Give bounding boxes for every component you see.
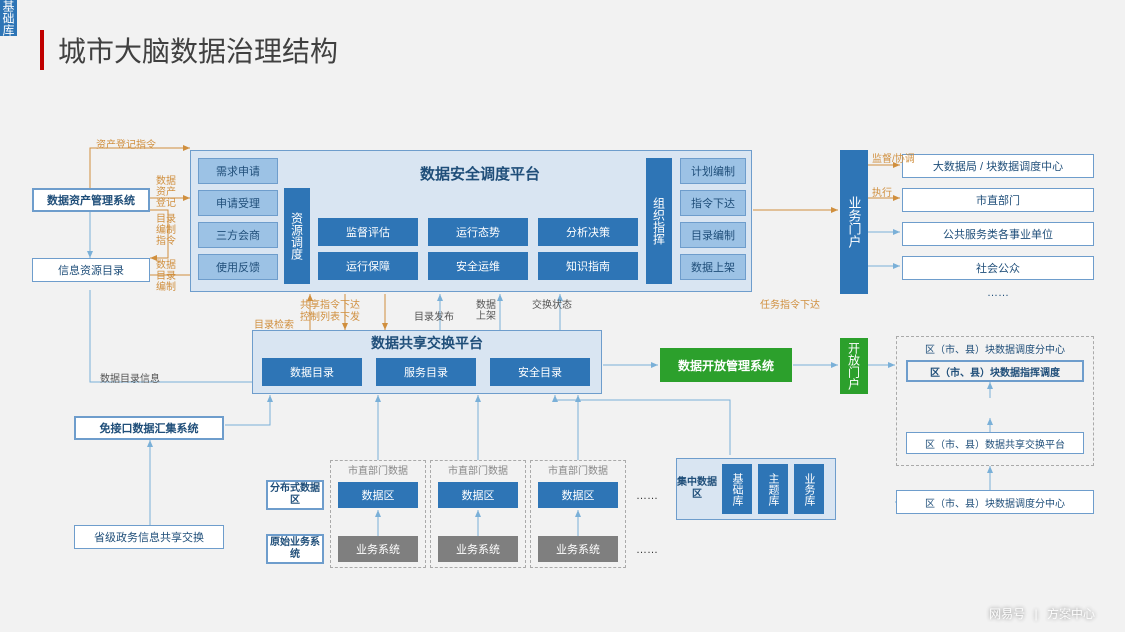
tri-meeting: 三方会商 bbox=[198, 222, 278, 248]
dist-3: 数据区 bbox=[538, 482, 618, 508]
security-platform-title: 数据安全调度平台 bbox=[330, 158, 630, 188]
share-3: 安全目录 bbox=[490, 358, 590, 386]
cz-1b: 基础库 bbox=[722, 464, 752, 514]
center-4: 运行保障 bbox=[318, 252, 418, 280]
asset-mgmt: 数据资产管理系统 bbox=[32, 188, 150, 212]
footer-left: 网易号 bbox=[989, 607, 1025, 621]
lbl-data-up: 数据上架 bbox=[476, 300, 502, 322]
data-onshelf: 数据上架 bbox=[680, 254, 746, 280]
center-2: 运行态势 bbox=[428, 218, 528, 246]
dist-1: 数据区 bbox=[338, 482, 418, 508]
lbl-ctrl-list: 控制列表下发 bbox=[300, 308, 360, 323]
req-accept: 申请受理 bbox=[198, 190, 278, 216]
entity-dots: …… bbox=[902, 284, 1094, 302]
lbl-asset-reg: 数据资产登记 bbox=[156, 176, 184, 209]
lbl-catalog-search: 目录检索 bbox=[254, 316, 294, 331]
footer: 网易号 | 方案中心 bbox=[989, 605, 1095, 622]
district-share: 区（市、县）数据共享交换平台 bbox=[906, 432, 1084, 454]
share-platform-title: 数据共享交换平台 bbox=[252, 332, 602, 354]
open-mgmt: 数据开放管理系统 bbox=[660, 348, 792, 382]
orig-3: 业务系统 bbox=[538, 536, 618, 562]
dept-dots: …… bbox=[630, 484, 664, 508]
share-1: 数据目录 bbox=[262, 358, 362, 386]
district-header: 区（市、县）块数据调度分中心 bbox=[900, 340, 1090, 356]
page-title: 城市大脑数据治理结构 bbox=[40, 30, 338, 70]
entity-3: 公共服务类各事业单位 bbox=[902, 222, 1094, 246]
lbl-catalog-pub: 目录发布 bbox=[414, 308, 454, 323]
lbl-catalog-make: 数据目录编制 bbox=[156, 260, 184, 293]
use-feedback: 使用反馈 bbox=[198, 254, 278, 280]
lbl-catalog-cmd: 目录编制指令 bbox=[156, 214, 184, 247]
lbl-supervise: 监督/协调 bbox=[872, 150, 915, 165]
district-footer: 区（市、县）块数据调度分中心 bbox=[896, 490, 1094, 514]
plan-make: 计划编制 bbox=[680, 158, 746, 184]
lbl-asset-cmd: 资产登记指令 bbox=[96, 136, 156, 151]
orig-1: 业务系统 bbox=[338, 536, 418, 562]
cz-3: 业务库 bbox=[794, 464, 824, 514]
entity-1: 大数据局 / 块数据调度中心 bbox=[902, 154, 1094, 178]
cz-1: 基础库 bbox=[0, 0, 17, 36]
entity-2: 市直部门 bbox=[902, 188, 1094, 212]
cmd-down: 指令下达 bbox=[680, 190, 746, 216]
org-command-vlabel: 组织指挥 bbox=[646, 158, 672, 284]
catalog-make: 目录编制 bbox=[680, 222, 746, 248]
lbl-catalog-info: 数据目录信息 bbox=[100, 370, 160, 385]
orig-label: 原始业务系统 bbox=[266, 534, 324, 564]
center-3: 分析决策 bbox=[538, 218, 638, 246]
res-catalog: 信息资源目录 bbox=[32, 258, 150, 282]
dept-hdr-1: 市直部门数据 bbox=[330, 462, 426, 476]
center-6: 知识指南 bbox=[538, 252, 638, 280]
footer-right: 方案中心 bbox=[1047, 607, 1095, 621]
lbl-xchg: 交换状态 bbox=[532, 296, 572, 311]
center-5: 安全运维 bbox=[428, 252, 528, 280]
res-schedule-vlabel: 资源调度 bbox=[284, 188, 310, 284]
central-label: 集中数据区 bbox=[676, 470, 718, 508]
biz-portal: 业务门户 bbox=[840, 150, 868, 294]
orig-2: 业务系统 bbox=[438, 536, 518, 562]
lbl-execute: 执行 bbox=[872, 184, 892, 199]
dist-label: 分布式数据区 bbox=[266, 480, 324, 510]
req-apply: 需求申请 bbox=[198, 158, 278, 184]
prov-share: 省级政务信息共享交换 bbox=[74, 525, 224, 549]
district-mid: 区（市、县）块数据指挥调度 bbox=[906, 360, 1084, 382]
dept-hdr-2: 市直部门数据 bbox=[430, 462, 526, 476]
no-api: 免接口数据汇集系统 bbox=[74, 416, 224, 440]
share-2: 服务目录 bbox=[376, 358, 476, 386]
entity-4: 社会公众 bbox=[902, 256, 1094, 280]
dept-hdr-3: 市直部门数据 bbox=[530, 462, 626, 476]
center-1: 监督评估 bbox=[318, 218, 418, 246]
open-portal: 开放门户 bbox=[840, 338, 868, 394]
lbl-task-cmd: 任务指令下达 bbox=[760, 296, 820, 311]
cz-2: 主题库 bbox=[758, 464, 788, 514]
dept-dots2: …… bbox=[630, 538, 664, 562]
dist-2: 数据区 bbox=[438, 482, 518, 508]
